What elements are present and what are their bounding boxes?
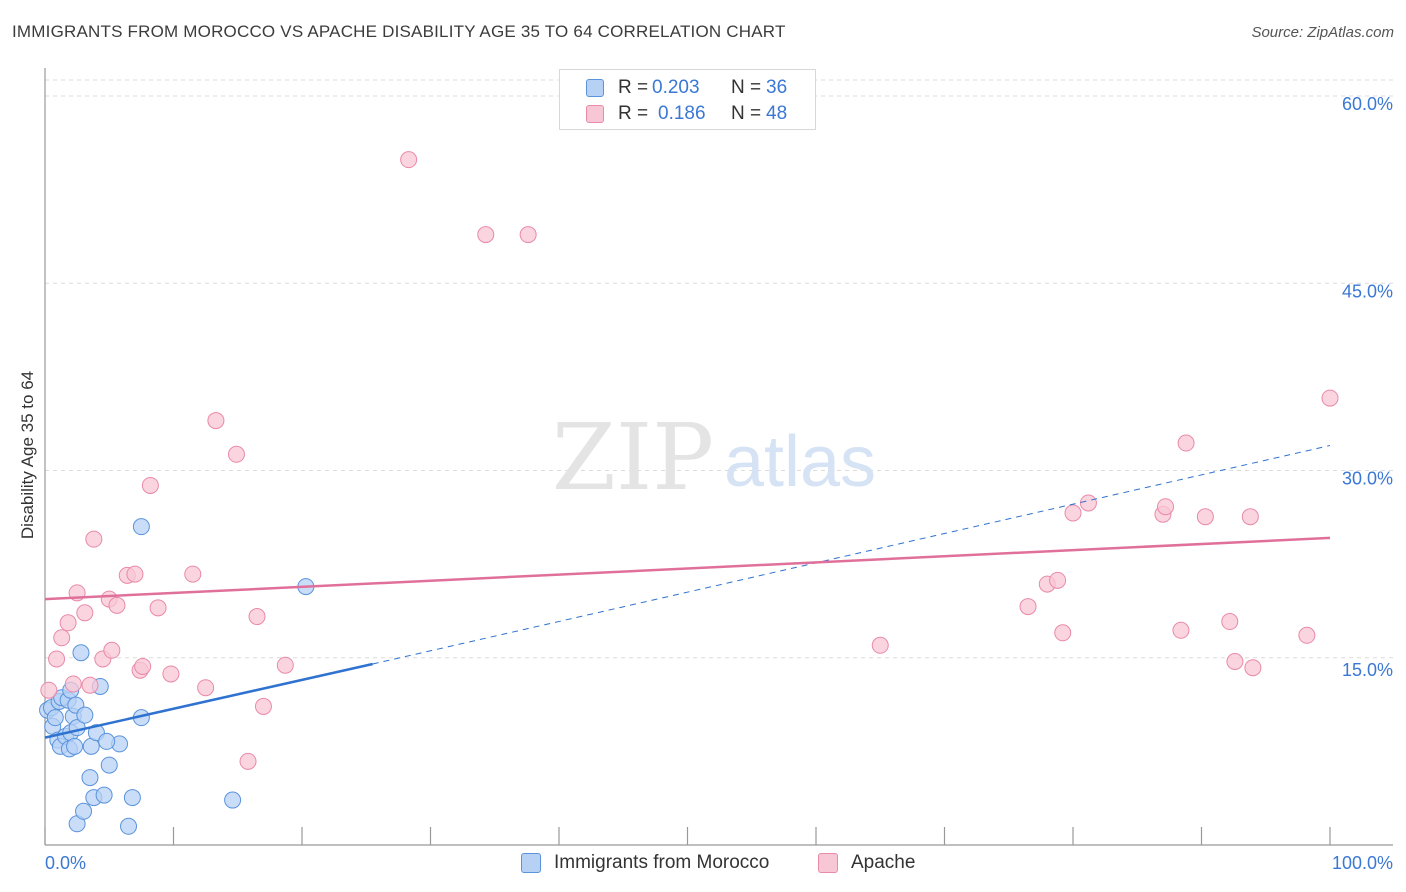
y-tick-label: 15.0%: [1342, 660, 1393, 680]
apache-point: [239, 752, 257, 770]
apache-point: [519, 226, 537, 244]
legend-n-value: 48: [766, 103, 788, 124]
apache-point: [64, 675, 82, 693]
apache-point: [871, 636, 889, 654]
apache-point: [1157, 498, 1175, 516]
watermark-zip: ZIP: [552, 404, 714, 511]
apache-point: [40, 681, 58, 699]
apache-point: [141, 476, 159, 494]
apache-point: [85, 530, 103, 548]
apache-point: [1196, 508, 1214, 526]
apache-point: [1241, 508, 1259, 526]
apache-point: [1226, 652, 1244, 670]
y-tick-label: 60.0%: [1342, 94, 1393, 114]
morocco-point: [81, 769, 99, 787]
morocco-point: [224, 791, 242, 809]
apache-trend-line: [44, 536, 1331, 601]
bottom-legend-swatch-pink: [818, 853, 838, 873]
apache-point: [197, 679, 215, 697]
morocco-point: [72, 644, 90, 662]
morocco-point: [132, 518, 150, 536]
apache-point: [1298, 626, 1316, 644]
y-tick-label: 30.0%: [1342, 469, 1393, 489]
morocco-point: [95, 786, 113, 804]
apache-point: [207, 412, 225, 430]
apache-point: [400, 151, 418, 169]
apache-point: [248, 608, 266, 626]
morocco-point: [76, 706, 94, 724]
apache-point: [1019, 598, 1037, 616]
apache-point: [1079, 494, 1097, 512]
axes: [44, 68, 1393, 846]
apache-point: [1177, 434, 1195, 452]
apache-point: [103, 641, 121, 659]
bottom-legend-swatch-blue: [521, 853, 541, 873]
apache-point: [108, 596, 126, 614]
apache-point: [162, 665, 180, 683]
apache-point: [1064, 504, 1082, 522]
morocco-point: [98, 732, 116, 750]
morocco-point: [75, 802, 93, 820]
apache-point: [134, 657, 152, 675]
bottom-legend-label: Apache: [851, 852, 916, 873]
watermark: ZIP atlas: [552, 404, 876, 511]
watermark-atlas: atlas: [724, 422, 876, 502]
legend-r-value: 0.203: [652, 77, 700, 98]
morocco-point: [100, 756, 118, 774]
legend-r-label: R =: [618, 77, 649, 98]
apache-point: [1244, 659, 1262, 677]
legend-n-label: N =: [731, 103, 762, 124]
apache-point: [126, 565, 144, 583]
chart-title: IMMIGRANTS FROM MOROCCO VS APACHE DISABI…: [12, 22, 786, 41]
morocco-point: [46, 709, 64, 727]
apache-point: [48, 650, 66, 668]
apache-point: [1321, 389, 1339, 407]
apache-point: [227, 445, 245, 463]
x-tick-label: 100.0%: [1332, 853, 1393, 873]
morocco-point: [66, 737, 84, 755]
legend-swatch-pink: [586, 105, 604, 123]
apache-point: [76, 604, 94, 622]
apache-point: [59, 614, 77, 632]
apache-point: [81, 676, 99, 694]
apache-point: [1054, 624, 1072, 642]
data-points: [39, 151, 1339, 835]
legend-r-value: 0.186: [658, 103, 706, 124]
trend-lines: [44, 445, 1331, 739]
legend-n-value: 36: [766, 77, 788, 98]
morocco-trend-line: [44, 662, 373, 739]
apache-point: [184, 565, 202, 583]
apache-point: [1049, 571, 1067, 589]
bottom-legend-label: Immigrants from Morocco: [554, 852, 770, 873]
x-tick-label: 0.0%: [45, 853, 86, 873]
apache-point: [276, 656, 294, 674]
legend-r-label: R =: [618, 103, 649, 124]
legend-n-label: N =: [731, 77, 762, 98]
y-tick-label: 45.0%: [1342, 281, 1393, 301]
apache-point: [1221, 613, 1239, 631]
apache-point: [1172, 621, 1190, 639]
y-axis-label: Disability Age 35 to 64: [18, 370, 37, 540]
legend: R = 0.203 N = 36 R = 0.186 N = 48: [559, 69, 816, 130]
apache-point: [53, 629, 71, 647]
source-label: Source: ZipAtlas.com: [1251, 24, 1394, 41]
tick-labels: 15.0% 30.0% 45.0% 60.0% 0.0% 100.0%: [45, 94, 1393, 873]
morocco-trend-extension: [372, 445, 1331, 665]
apache-point: [254, 697, 272, 715]
morocco-point: [123, 789, 141, 807]
apache-point: [477, 226, 495, 244]
grid-lines: [45, 79, 1393, 659]
legend-swatch-blue: [586, 79, 604, 97]
apache-point: [149, 599, 167, 617]
morocco-point: [120, 817, 138, 835]
